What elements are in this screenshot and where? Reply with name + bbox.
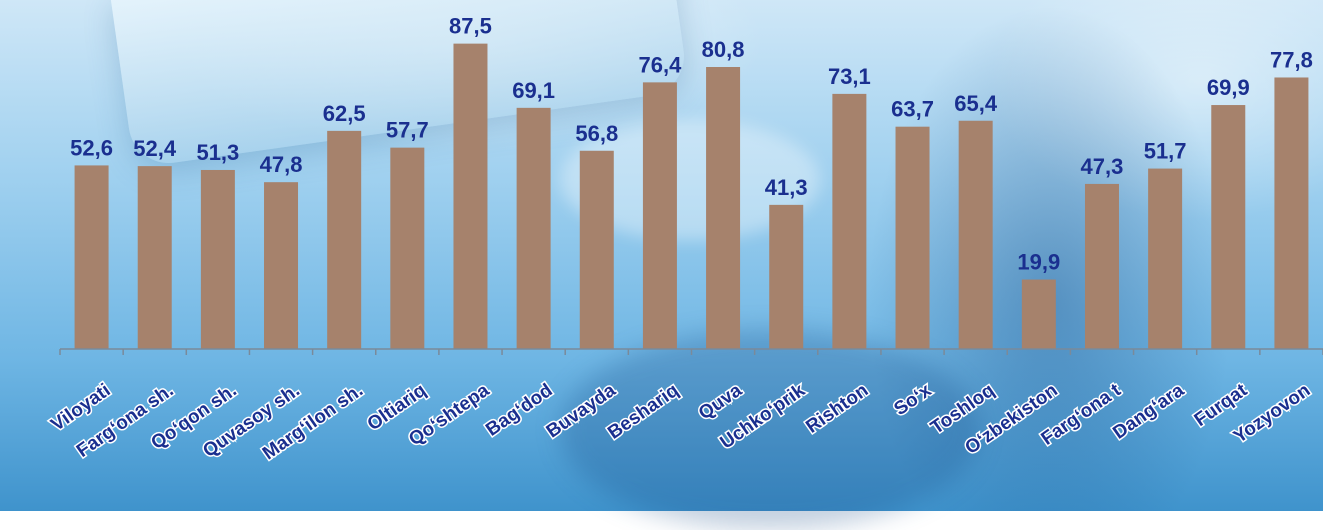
value-label: 19,9 [1017,250,1060,275]
value-label: 69,1 [512,78,555,103]
value-label: 47,3 [1081,154,1124,179]
value-label: 56,8 [575,121,618,146]
value-label: 63,7 [891,97,934,122]
value-label: 76,4 [639,52,683,77]
value-label: 77,8 [1270,47,1313,72]
bar [895,126,930,349]
value-label: 65,4 [954,91,998,116]
value-label: 80,8 [702,37,745,62]
category-label: Beshariq [604,380,683,444]
value-label: 51,7 [1144,139,1187,164]
bar [706,67,741,350]
value-label: 69,9 [1207,75,1250,100]
bar [832,93,867,349]
category-label: Dang‘ara [1109,380,1188,444]
category-label: Quva [695,380,746,425]
bar-chart: 52,6 52,4 51,3 47,8 62,5 57,7 87,5 69,1 56,8 76,4… [46,14,1323,466]
bars-group [74,43,1309,350]
value-label: 73,1 [828,64,871,89]
x-axis-ticks [59,349,1323,355]
value-label: 87,5 [449,14,492,39]
category-label: Rishton [802,380,872,438]
value-label: 41,3 [765,175,808,200]
value-labels-group: 52,6 52,4 51,3 47,8 62,5 57,7 87,5 69,1 56,8 76,4… [70,14,1313,275]
bar [1148,168,1183,349]
bar [1021,279,1056,349]
value-label: 52,4 [133,136,177,161]
category-label: Bag‘dod [482,380,556,441]
bar [769,204,804,349]
category-label: So‘x [890,380,935,420]
bar [642,82,677,349]
bar [958,120,993,349]
bar [327,130,362,349]
bar [137,166,172,349]
background-shadow [560,330,980,530]
bar [579,150,614,349]
value-label: 47,8 [260,152,303,177]
bar [264,182,299,349]
bar [453,43,488,349]
bar [516,107,551,349]
value-label: 57,7 [386,118,429,143]
bar [1211,105,1246,349]
value-label: 51,3 [196,140,239,165]
bar [200,169,235,349]
value-label: 52,6 [70,135,113,160]
bar [1274,77,1309,349]
bar [390,147,425,349]
bar [1084,183,1119,349]
value-label: 62,5 [323,101,366,126]
bar [74,165,109,349]
